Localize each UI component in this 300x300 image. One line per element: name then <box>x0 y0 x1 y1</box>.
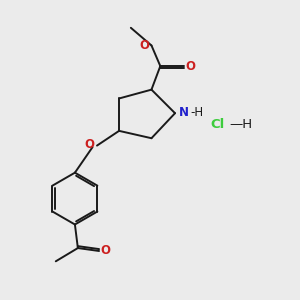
Text: O: O <box>185 60 195 73</box>
Text: O: O <box>100 244 110 257</box>
Text: O: O <box>85 139 94 152</box>
Text: N: N <box>178 106 189 119</box>
Text: Cl: Cl <box>210 118 225 131</box>
Text: -H: -H <box>190 106 203 119</box>
Text: O: O <box>139 39 149 52</box>
Text: —H: —H <box>230 118 253 131</box>
